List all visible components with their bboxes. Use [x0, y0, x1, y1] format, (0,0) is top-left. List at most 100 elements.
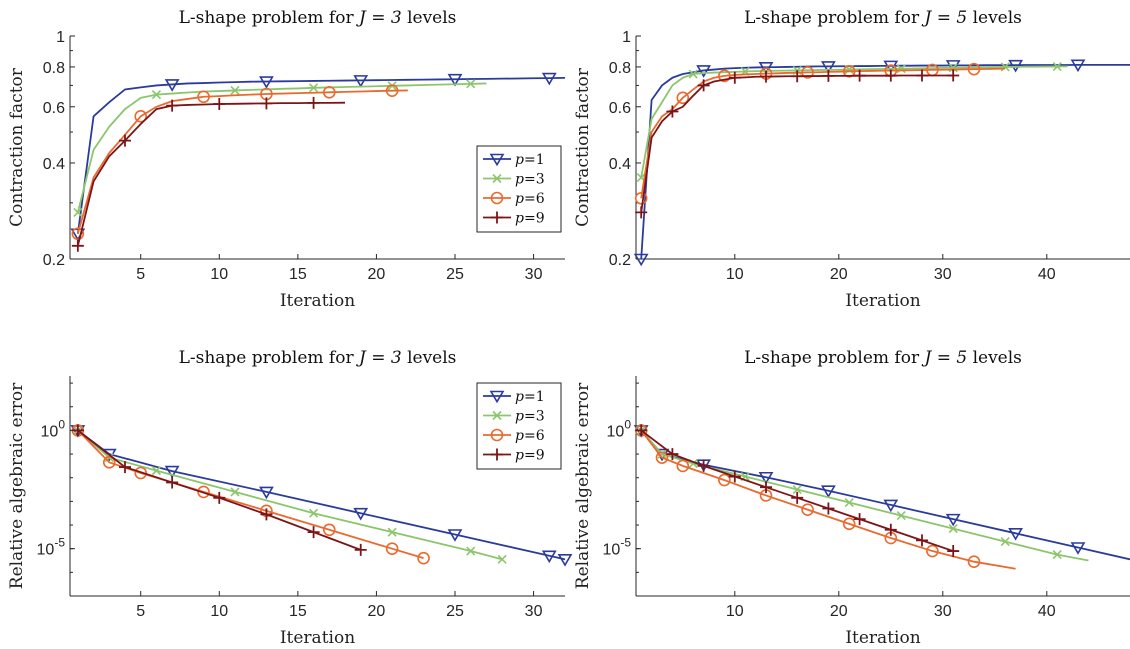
data-point	[666, 448, 679, 461]
legend-entry: p=3	[483, 172, 545, 188]
x-axis-label: Iteration	[280, 628, 355, 648]
data-point	[883, 499, 899, 513]
data-point	[307, 526, 320, 539]
legend-entry: p=6	[483, 428, 545, 444]
data-point	[309, 508, 319, 518]
series-line	[640, 429, 954, 552]
data-point	[1070, 59, 1086, 73]
legend-label: p=3	[515, 172, 545, 188]
legend: p=1 p=3 p=6 p=9	[476, 382, 562, 470]
series-line	[77, 429, 424, 560]
x-tick-label: 20	[830, 266, 848, 283]
legend-marker	[489, 153, 505, 167]
series-p=6	[634, 62, 1006, 205]
data-point	[801, 503, 814, 516]
y-tick-label: 0.2	[609, 252, 631, 269]
y-tick-label: 0.6	[609, 100, 631, 117]
legend-marker	[492, 173, 502, 184]
series-line	[640, 429, 1130, 561]
series-line	[640, 429, 1089, 562]
data-point	[635, 206, 648, 219]
data-point	[947, 545, 960, 558]
x-tick-label: 25	[446, 603, 464, 620]
series-p=1	[70, 72, 566, 242]
data-point	[353, 75, 369, 88]
series-p=6	[71, 424, 430, 565]
data-point	[1052, 62, 1062, 72]
data-point	[466, 79, 476, 89]
legend-marker	[492, 410, 502, 421]
legend-label: p=6	[515, 191, 545, 207]
legend-marker	[489, 390, 505, 404]
x-tick-label: 20	[830, 603, 848, 620]
legend-entry: p=6	[483, 191, 545, 207]
data-point	[447, 529, 463, 542]
x-tick-label: 15	[289, 266, 307, 283]
data-point	[447, 73, 463, 87]
chart-title: L-shape problem for J = 5 levels	[744, 8, 1022, 28]
x-tick-label: 5	[136, 266, 145, 283]
legend-marker	[491, 448, 503, 461]
legend-label: p=1	[515, 389, 545, 405]
x-tick-label: 10	[726, 603, 744, 620]
chart-bottom-left: 5 10 15 20 25 30 100 10-5 L-shape problem for J …	[7, 348, 573, 648]
y-tick-label: 0.4	[43, 156, 65, 173]
data-point	[718, 69, 731, 83]
x-tick-label: 40	[1038, 603, 1056, 620]
data-point	[821, 485, 836, 499]
data-point	[676, 91, 690, 105]
series-line	[76, 89, 408, 234]
data-point	[758, 471, 774, 485]
chart-top-left: 5 10 15 20 25 30 0.2 0.4 0.6 0.8 1 L-shape problem …	[7, 8, 566, 311]
data-point	[213, 98, 226, 111]
data-point	[309, 83, 319, 93]
data-point	[71, 424, 84, 437]
data-point	[926, 544, 939, 558]
y-axis-label: Contraction factor	[573, 67, 593, 227]
data-point	[758, 61, 774, 75]
data-point	[417, 551, 430, 565]
data-point	[119, 134, 131, 147]
data-point	[853, 513, 866, 526]
data-point	[307, 96, 320, 109]
x-tick-label: 10	[210, 266, 228, 283]
series-line	[640, 429, 1016, 570]
legend-entry: p=9	[483, 211, 545, 227]
series-p=3	[636, 425, 1089, 562]
data-point	[676, 459, 690, 473]
data-point	[842, 65, 856, 78]
data-point	[119, 461, 131, 474]
series-p=9	[635, 424, 960, 558]
data-point	[728, 71, 741, 84]
data-point	[541, 72, 557, 86]
chart-bottom-right: 10 20 30 40 100 10-5 L-shape problem for J = 5…	[573, 348, 1130, 648]
data-point	[197, 90, 210, 104]
data-point	[635, 424, 648, 437]
legend-marker	[490, 428, 504, 442]
x-tick-label: 10	[726, 266, 744, 283]
x-tick-label: 25	[446, 266, 464, 283]
x-axis-label: Iteration	[845, 291, 920, 311]
legend-label: p=1	[515, 152, 545, 168]
series-p=9	[71, 96, 346, 252]
data-point	[801, 66, 814, 79]
data-point	[655, 451, 669, 464]
data-point	[71, 227, 85, 241]
data-point	[916, 69, 928, 82]
data-point	[822, 502, 835, 515]
y-tick-label: 0.2	[43, 252, 65, 269]
y-tick-label: 1	[622, 29, 631, 46]
data-point	[166, 99, 179, 112]
series-p=9	[635, 69, 960, 219]
legend-marker	[491, 211, 503, 224]
data-point	[792, 484, 802, 495]
data-point	[134, 466, 148, 480]
series-line	[640, 63, 1130, 260]
data-point	[387, 527, 397, 537]
chart-title: L-shape problem for J = 5 levels	[744, 348, 1022, 368]
data-point	[497, 554, 507, 564]
legend-marker	[490, 191, 504, 205]
data-point	[718, 473, 731, 487]
data-point	[884, 69, 897, 82]
